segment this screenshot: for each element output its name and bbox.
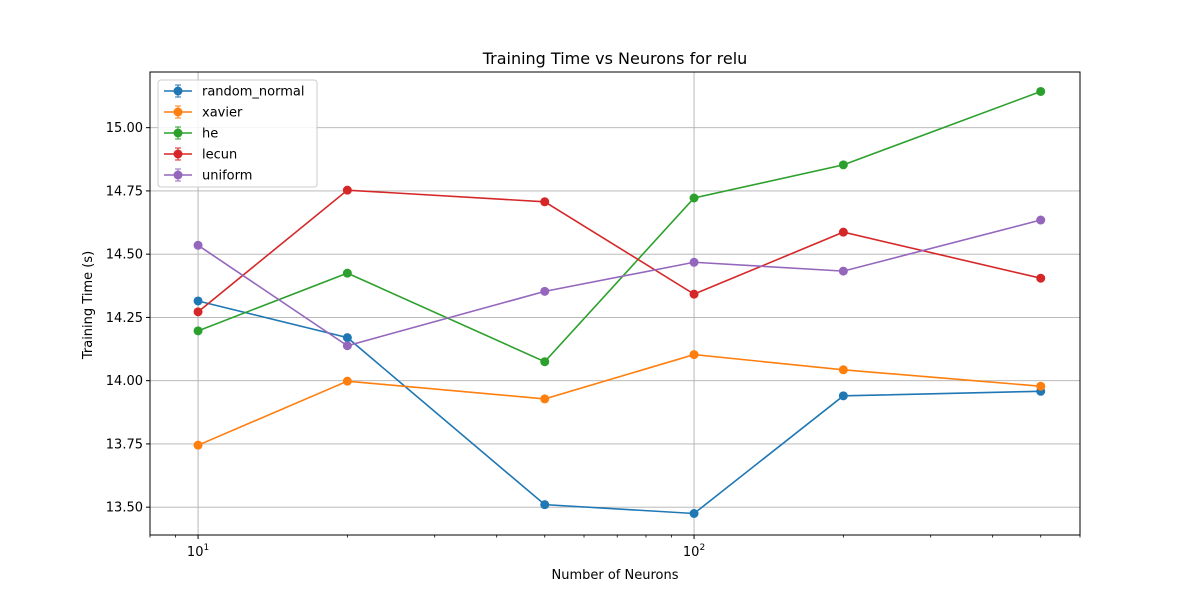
data-point — [1036, 381, 1046, 391]
legend-item-uniform: uniform — [164, 168, 252, 184]
series-lecun — [193, 185, 1046, 317]
data-point — [1036, 273, 1046, 283]
data-point — [838, 391, 848, 401]
series-he — [193, 86, 1046, 367]
data-point — [540, 357, 550, 367]
series-random_normal — [193, 296, 1046, 518]
data-point — [689, 350, 699, 360]
series-line — [197, 90, 1042, 363]
legend-item-lecun: lecun — [164, 147, 237, 163]
data-point — [689, 193, 699, 203]
data-point — [342, 268, 352, 278]
series-line — [197, 353, 1041, 446]
legend-swatch-marker — [173, 170, 183, 180]
y-axis-label: Training Time (s) — [81, 251, 96, 360]
legend-swatch-marker — [173, 86, 183, 96]
legend-item-random_normal: random_normal — [164, 84, 304, 100]
y-tick-label: 13.50 — [106, 501, 143, 516]
series-xavier — [193, 350, 1046, 450]
x-tick-label: 101 — [187, 543, 209, 560]
chart-title: Training Time vs Neurons for relu — [482, 49, 748, 68]
legend-swatch-marker — [173, 149, 183, 159]
y-tick-label: 14.25 — [106, 311, 143, 326]
legend-label: xavier — [202, 106, 243, 121]
data-point — [838, 227, 848, 237]
data-point — [342, 376, 352, 386]
data-point — [193, 326, 203, 336]
y-tick-label: 14.00 — [106, 374, 143, 389]
legend-item-xavier: xavier — [164, 105, 243, 121]
x-axis-label: Number of Neurons — [551, 568, 678, 583]
data-point — [193, 240, 203, 250]
legend-label: random_normal — [202, 85, 304, 100]
data-point — [540, 500, 550, 510]
data-point — [540, 286, 550, 296]
data-point — [689, 508, 699, 518]
legend-label: uniform — [202, 169, 252, 184]
y-tick-label: 14.50 — [106, 248, 143, 263]
data-point — [689, 257, 699, 267]
data-point — [193, 307, 203, 317]
legend-box — [157, 79, 318, 188]
data-point — [193, 440, 203, 450]
data-point — [342, 185, 352, 195]
data-point — [193, 296, 203, 306]
series-line — [197, 189, 1041, 313]
y-tick-label: 15.00 — [106, 121, 143, 136]
data-point — [342, 333, 352, 343]
data-point — [838, 266, 848, 276]
data-point — [838, 160, 848, 170]
legend-item-he: he — [164, 126, 218, 142]
series-uniform — [193, 215, 1046, 351]
series-layer — [193, 86, 1046, 518]
legend-label: lecun — [202, 148, 237, 163]
legend-swatch-marker — [173, 128, 183, 138]
data-point — [342, 341, 352, 351]
x-tick-label: 102 — [683, 543, 705, 560]
data-point — [1036, 215, 1046, 225]
data-point — [838, 365, 848, 375]
series-line — [197, 300, 1041, 515]
data-point — [689, 289, 699, 299]
axes: 13.50 13.75 14.00 14.25 14.50 14.75 15.00 101 10… — [106, 121, 1081, 560]
data-point — [540, 197, 550, 207]
legend-label: he — [202, 127, 218, 142]
y-tick-label: 13.75 — [106, 437, 143, 452]
y-tick-label: 14.75 — [106, 184, 143, 199]
data-point — [540, 394, 550, 404]
legend-swatch-marker — [173, 107, 183, 117]
plot-frame — [149, 71, 1081, 536]
data-point — [1036, 86, 1046, 96]
series-line — [197, 219, 1041, 347]
